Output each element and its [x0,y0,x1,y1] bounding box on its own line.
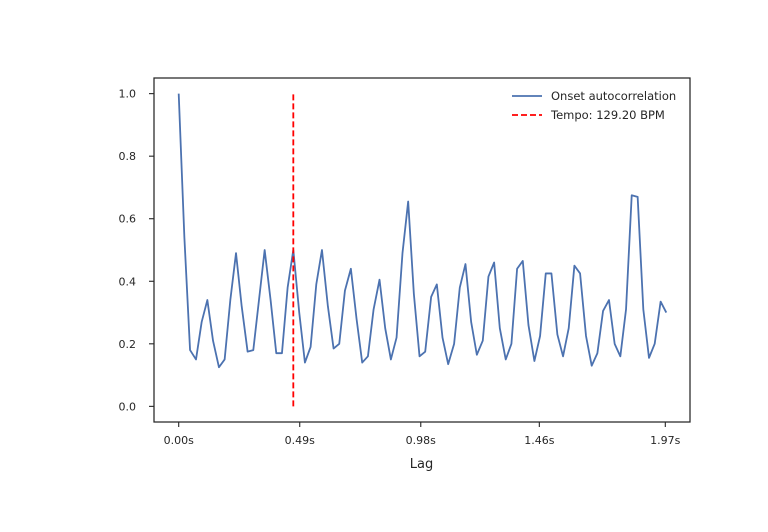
legend: Onset autocorrelation Tempo: 129.20 BPM [502,84,686,126]
y-tick-label: 0.6 [119,213,137,226]
x-tick-label: 0.98s [406,434,436,447]
series-line-onset-autocorrelation [177,93,668,369]
x-tick-label: 1.97s [650,434,680,447]
y-tick-label: 0.8 [119,150,137,163]
x-tick-label: 1.46s [524,434,554,447]
x-axis-label: Lag [410,457,433,472]
y-tick-label: 0.0 [119,400,137,413]
plot-layer [177,93,668,407]
y-tick-label: 1.0 [119,88,137,101]
x-tick-label: 0.00s [164,434,194,447]
y-tick-label: 0.2 [119,338,137,351]
y-tick-label: 0.4 [119,275,137,288]
x-tick-label: 0.49s [285,434,315,447]
legend-label-tempo: Tempo: 129.20 BPM [550,108,665,122]
legend-label-onset: Onset autocorrelation [551,89,676,103]
axes-frame [153,77,691,423]
legend-box [502,84,686,126]
axes-layer: 0.00s 0.49s 0.98s 1.46s 1.97s 0.0 0.2 0.4 0.6 0.8… [119,77,691,447]
